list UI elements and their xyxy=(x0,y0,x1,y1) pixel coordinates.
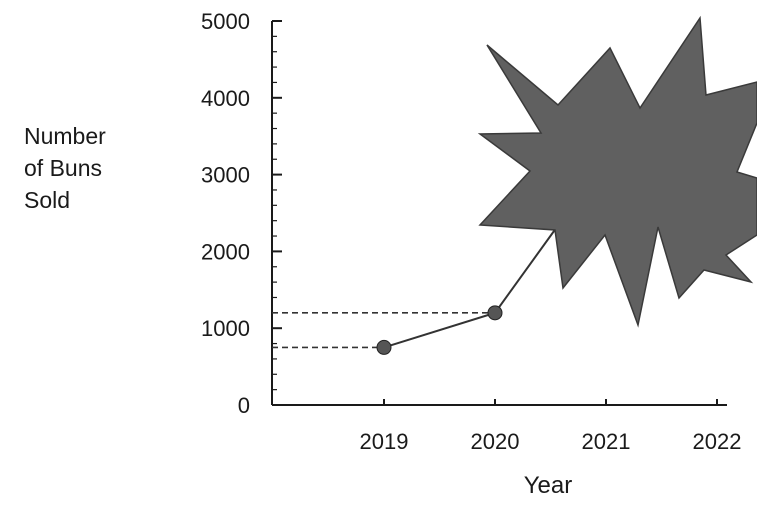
data-point xyxy=(487,305,503,321)
data-series xyxy=(376,212,568,355)
y-axis-label-line-3: Sold xyxy=(24,187,71,213)
y-tick-label: 5000 xyxy=(201,9,250,34)
x-tick-label: 2021 xyxy=(582,429,631,454)
starburst-shape xyxy=(477,15,757,328)
x-tick-label: 2022 xyxy=(693,429,742,454)
series-line xyxy=(383,212,568,349)
reference-lines xyxy=(272,312,495,349)
axis-labels: 0 1000 2000 3000 4000 5000 2019 2020 2021 2022 Yea… xyxy=(201,9,741,499)
x-tick-label: 2019 xyxy=(360,429,409,454)
y-axis-label-line-2: of Buns xyxy=(24,155,102,181)
x-tick-label: 2020 xyxy=(471,429,520,454)
data-point xyxy=(376,339,392,355)
x-axis-label: Year xyxy=(524,472,573,499)
y-axis-label-line-1: Number xyxy=(24,123,106,149)
y-tick-label: 4000 xyxy=(201,86,250,111)
y-tick-label: 2000 xyxy=(201,239,250,264)
y-tick-label: 1000 xyxy=(201,316,250,341)
y-tick-label: 0 xyxy=(238,393,250,418)
y-tick-label: 3000 xyxy=(201,163,250,188)
